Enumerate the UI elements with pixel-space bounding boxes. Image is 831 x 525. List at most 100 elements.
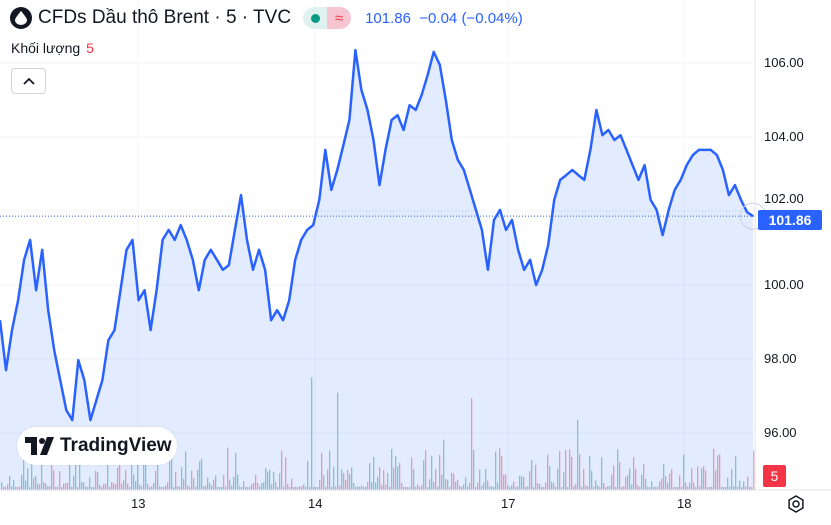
volume-bar xyxy=(175,471,177,490)
volume-bar xyxy=(59,470,61,490)
price-tick: 106.00 xyxy=(764,55,804,70)
volume-bar xyxy=(605,486,607,490)
volume-bar xyxy=(199,461,201,490)
volume-bar xyxy=(513,481,515,490)
volume-bar xyxy=(141,486,143,490)
volume-bar xyxy=(137,451,139,490)
volume-bar xyxy=(493,486,495,490)
volume-bar xyxy=(363,486,365,490)
volume-bar xyxy=(445,479,447,490)
settings-gear-icon[interactable] xyxy=(786,494,806,514)
volume-bar xyxy=(17,486,19,490)
volume-bar xyxy=(653,486,655,490)
volume-bar xyxy=(147,484,149,490)
volume-bar xyxy=(1,482,3,490)
volume-bar xyxy=(613,465,615,490)
volume-bar xyxy=(281,450,283,490)
volume-bar xyxy=(385,484,387,490)
volume-bar xyxy=(441,474,443,490)
volume-bar xyxy=(117,467,119,490)
volume-bar xyxy=(539,483,541,490)
volume-bar xyxy=(723,486,725,490)
volume-bar xyxy=(341,469,343,490)
volume-bar xyxy=(375,482,377,490)
volume-bar xyxy=(495,451,497,490)
volume-bar xyxy=(521,476,523,490)
volume-bar xyxy=(469,482,471,490)
volume-bar xyxy=(735,456,737,490)
symbol-title[interactable]: CFDs Dầu thô Brent · 5 · TVC xyxy=(38,7,292,28)
volume-bar xyxy=(313,486,315,490)
volume-bar xyxy=(455,481,457,490)
volume-bar xyxy=(425,450,427,490)
volume-bar xyxy=(7,484,9,490)
volume-bar xyxy=(299,486,301,490)
volume-bar xyxy=(371,481,373,490)
collapse-legend-button[interactable] xyxy=(11,68,46,94)
volume-bar xyxy=(477,482,479,490)
volume-bar xyxy=(553,483,555,490)
volume-bar xyxy=(163,486,165,490)
tradingview-mark-icon xyxy=(25,437,54,455)
volume-bar xyxy=(131,448,133,490)
volume-bar xyxy=(571,457,573,490)
volume-bar xyxy=(325,486,327,490)
volume-bar xyxy=(139,484,141,490)
volume-bar xyxy=(83,482,85,490)
volume-bar xyxy=(229,479,231,490)
volume-bar xyxy=(579,454,581,490)
volume-bar xyxy=(461,486,463,490)
volume-bar xyxy=(395,455,397,490)
volume-bar xyxy=(635,469,637,490)
volume-bar xyxy=(255,474,257,490)
volume-bar xyxy=(13,479,15,490)
volume-bar xyxy=(167,482,169,490)
volume-bar xyxy=(633,457,635,490)
volume-bar xyxy=(261,483,263,490)
volume-bar xyxy=(135,481,137,490)
volume-bar xyxy=(249,486,251,490)
volume-bar xyxy=(49,486,51,490)
volume-bar xyxy=(311,377,313,490)
volume-bar xyxy=(303,484,305,490)
volume-bar xyxy=(667,482,669,490)
volume-bar xyxy=(161,486,163,490)
volume-bar xyxy=(661,478,663,490)
volume-bar xyxy=(177,486,179,490)
volume-bar xyxy=(39,484,41,490)
time-tick: 13 xyxy=(131,496,146,511)
volume-bar xyxy=(587,486,589,490)
volume-bar xyxy=(93,486,95,490)
volume-label: Khối lượng xyxy=(11,40,81,56)
volume-bar xyxy=(479,469,481,490)
quote: 101.86 −0.04 (−0.04%) xyxy=(365,10,523,27)
volume-bar xyxy=(543,486,545,490)
volume-bar xyxy=(689,482,691,490)
volume-bar xyxy=(95,470,97,490)
market-status-pill[interactable]: ≈ xyxy=(303,7,352,29)
volume-bar xyxy=(431,455,433,490)
volume-bar xyxy=(433,481,435,490)
volume-bar xyxy=(541,486,543,490)
volume-bar xyxy=(123,480,125,490)
volume-bar xyxy=(609,485,611,490)
volume-bar xyxy=(453,473,455,490)
volume-bar xyxy=(365,486,367,490)
volume-bar xyxy=(503,474,505,490)
volume-bar xyxy=(5,486,7,490)
volume-bar xyxy=(113,483,115,490)
tradingview-logo[interactable]: TradingView xyxy=(17,427,177,465)
volume-bar xyxy=(119,448,121,490)
volume-bar xyxy=(729,486,731,490)
volume-bar xyxy=(601,457,603,490)
volume-bar xyxy=(309,486,311,490)
volume-bar xyxy=(585,485,587,490)
volume-bar xyxy=(295,486,297,490)
price-area-fill xyxy=(0,50,753,490)
volume-bar xyxy=(565,449,567,490)
volume-bar xyxy=(389,486,391,490)
volume-bar xyxy=(233,476,235,490)
volume-bar xyxy=(357,486,359,490)
volume-bar xyxy=(741,486,743,490)
volume-bar xyxy=(331,486,333,490)
